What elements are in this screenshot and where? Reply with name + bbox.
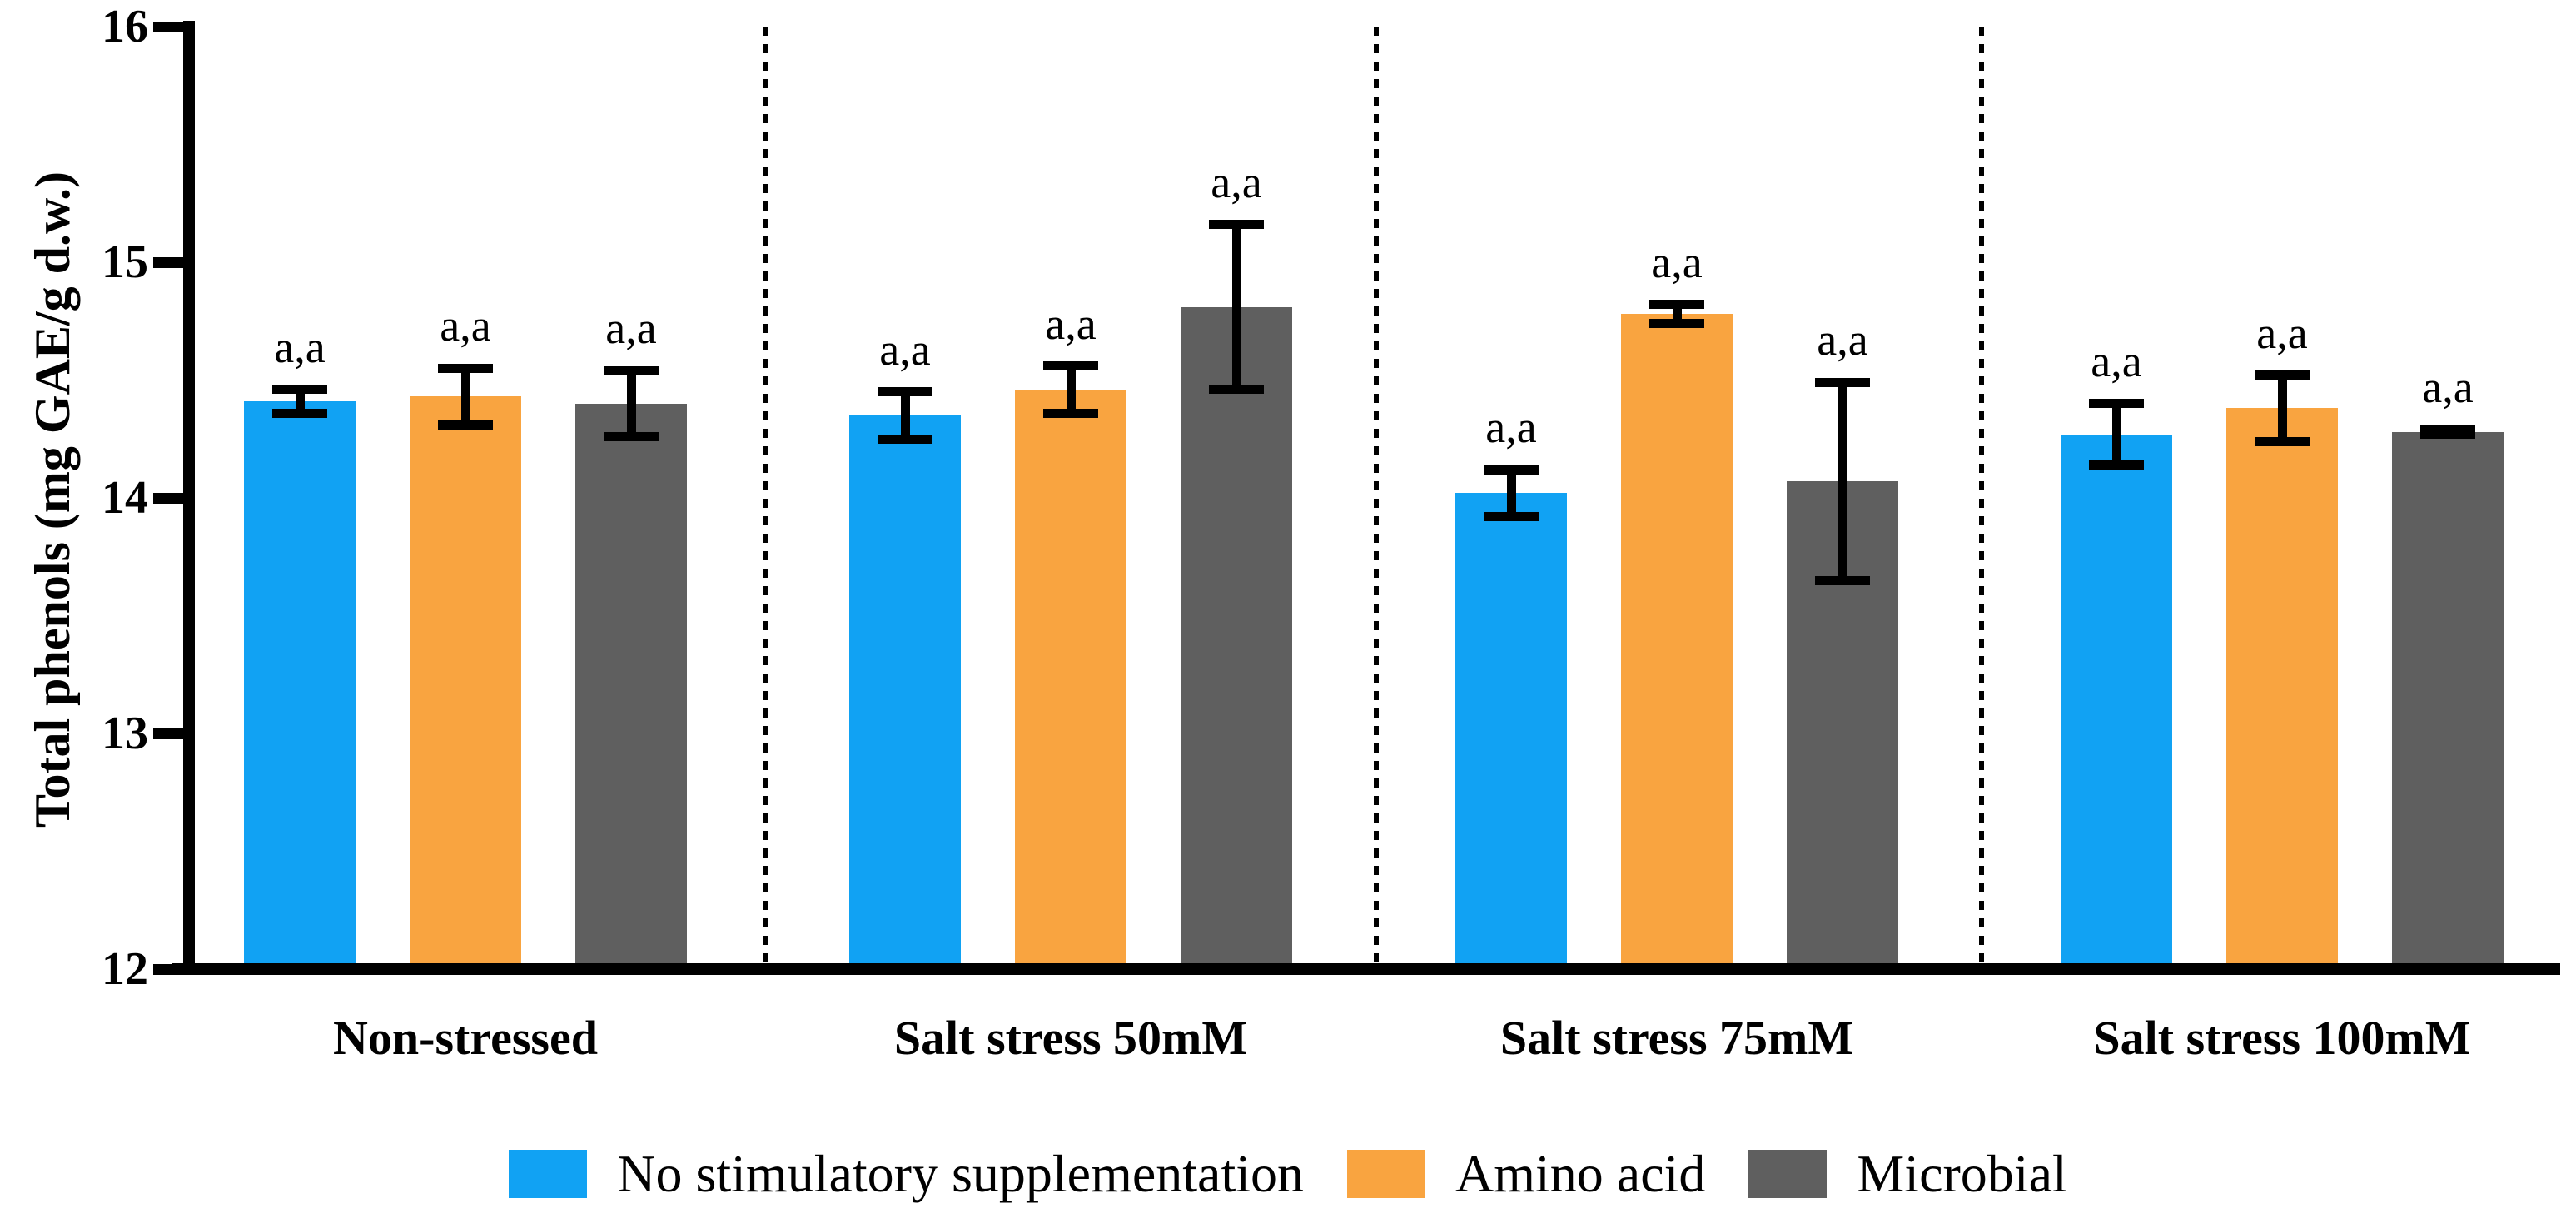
error-bar-cap bbox=[1043, 361, 1098, 371]
error-bar-cap bbox=[604, 365, 659, 375]
error-bar-cap bbox=[1209, 385, 1264, 395]
x-category-label: Non-stressed bbox=[333, 1011, 598, 1065]
legend-label: Amino acid bbox=[1455, 1144, 1706, 1203]
significance-annotation: a,a bbox=[879, 324, 931, 375]
error-bar-cap bbox=[272, 385, 327, 395]
error-bar-cap bbox=[2255, 436, 2310, 446]
error-bar-cap bbox=[1209, 220, 1264, 230]
significance-annotation: a,a bbox=[605, 303, 657, 354]
y-tick-label: 13 bbox=[102, 708, 148, 759]
bar-microbial bbox=[575, 403, 687, 963]
error-bar-cap bbox=[1484, 465, 1539, 475]
legend-item: No stimulatory supplementation bbox=[509, 1141, 1304, 1207]
bar-amino-acid bbox=[2226, 408, 2338, 963]
y-tick-mark bbox=[153, 728, 184, 739]
error-bar-line bbox=[2277, 375, 2287, 442]
error-bar-cap bbox=[2255, 370, 2310, 380]
legend: No stimulatory supplementation Amino acid… bbox=[0, 1141, 2576, 1207]
error-bar-cap bbox=[2089, 399, 2144, 409]
x-axis-line bbox=[172, 963, 2560, 975]
legend-label: Microbial bbox=[1857, 1144, 2067, 1203]
error-bar-cap bbox=[1649, 319, 1704, 329]
significance-annotation: a,a bbox=[2091, 336, 2142, 386]
error-bar-cap bbox=[1815, 377, 1870, 387]
y-tick-label: 14 bbox=[102, 472, 148, 524]
error-bar-cap bbox=[438, 420, 493, 430]
error-bar-line bbox=[1231, 224, 1241, 390]
error-bar-cap bbox=[1043, 408, 1098, 418]
error-bar-cap bbox=[1815, 575, 1870, 585]
bar-no-stimulatory-supplementation bbox=[849, 415, 961, 963]
x-category-label: Salt stress 100mM bbox=[2093, 1011, 2471, 1065]
group-separator-dashed-line bbox=[763, 27, 768, 963]
error-bar-line bbox=[1506, 470, 1516, 517]
bar-no-stimulatory-supplementation bbox=[244, 400, 356, 963]
legend-label: No stimulatory supplementation bbox=[617, 1144, 1305, 1203]
error-bar-cap bbox=[604, 431, 659, 441]
legend-swatch bbox=[1748, 1150, 1828, 1198]
legend-item: Microbial bbox=[1748, 1141, 2067, 1207]
bar-no-stimulatory-supplementation bbox=[2061, 434, 2172, 963]
y-tick-label: 12 bbox=[102, 943, 148, 995]
significance-annotation: a,a bbox=[1651, 236, 1703, 287]
error-bar-cap bbox=[2420, 425, 2475, 435]
y-axis-line bbox=[183, 21, 195, 974]
bar-amino-acid bbox=[410, 396, 521, 963]
error-bar-line bbox=[900, 391, 910, 440]
significance-annotation: a,a bbox=[1211, 157, 1262, 207]
error-bar-line bbox=[295, 389, 305, 414]
significance-annotation: a,a bbox=[440, 301, 491, 351]
error-bar-line bbox=[460, 368, 470, 425]
error-bar-cap bbox=[878, 387, 932, 397]
bar-microbial bbox=[1181, 306, 1292, 963]
error-bar-line bbox=[626, 370, 636, 437]
significance-annotation: a,a bbox=[1045, 298, 1097, 349]
y-tick-label: 16 bbox=[102, 1, 148, 52]
legend-item: Amino acid bbox=[1347, 1141, 1705, 1207]
x-category-label: Salt stress 75mM bbox=[1499, 1011, 1854, 1065]
error-bar-cap bbox=[2420, 430, 2475, 440]
significance-annotation: a,a bbox=[2256, 307, 2308, 358]
group-separator-dashed-line bbox=[1979, 27, 1984, 963]
error-bar-cap bbox=[1484, 512, 1539, 522]
error-bar-line bbox=[1066, 365, 1076, 414]
bar-no-stimulatory-supplementation bbox=[1455, 493, 1567, 963]
y-tick-mark bbox=[153, 22, 184, 32]
legend-swatch bbox=[509, 1150, 588, 1198]
significance-annotation: a,a bbox=[1817, 315, 1868, 365]
bar-amino-acid bbox=[1015, 389, 1126, 963]
significance-annotation: a,a bbox=[1485, 402, 1537, 453]
group-separator-dashed-line bbox=[1374, 27, 1379, 963]
error-bar-line bbox=[1672, 304, 1682, 324]
y-tick-label: 15 bbox=[102, 236, 148, 288]
error-bar-cap bbox=[878, 434, 932, 444]
legend-swatch bbox=[1347, 1150, 1426, 1198]
significance-annotation: a,a bbox=[2422, 361, 2474, 412]
bar-amino-acid bbox=[1621, 314, 1733, 963]
error-bar-cap bbox=[1649, 300, 1704, 310]
y-tick-mark bbox=[153, 493, 184, 504]
error-bar-cap bbox=[272, 408, 327, 418]
error-bar-cap bbox=[438, 363, 493, 373]
x-category-label: Salt stress 50mM bbox=[893, 1011, 1248, 1065]
error-bar-line bbox=[1838, 382, 1847, 581]
error-bar-line bbox=[2111, 403, 2121, 465]
y-tick-mark bbox=[153, 257, 184, 268]
bar-microbial bbox=[2392, 431, 2504, 963]
error-bar-cap bbox=[2089, 460, 2144, 470]
significance-annotation: a,a bbox=[274, 321, 326, 372]
